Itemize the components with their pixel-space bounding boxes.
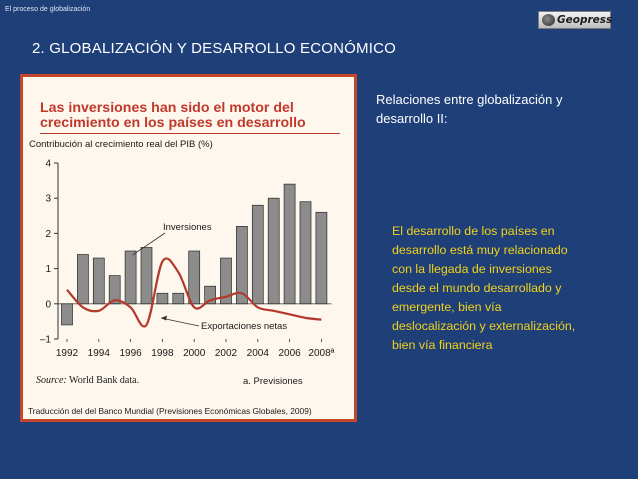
bar-inversiones: [140, 247, 153, 305]
bar-inversiones: [156, 292, 169, 305]
bar-inversiones: [92, 257, 105, 305]
side-body-text: El desarrollo de los países en desarroll…: [392, 224, 576, 352]
figure-note: a. Previsiones: [243, 376, 303, 387]
bar-inversiones: [267, 197, 280, 305]
bar-inversiones: [124, 250, 137, 305]
y-tick-label: 0: [45, 299, 51, 310]
y-axis-label: Contribución al crecimiento real del PIB…: [29, 139, 213, 150]
y-tick-label: 3: [45, 194, 51, 205]
bar-inversiones: [61, 303, 73, 326]
x-tick-label: 2002: [215, 348, 238, 359]
y-tick-label: –1: [40, 335, 52, 346]
annotation-inversiones-leader: [132, 232, 166, 256]
bar-inversiones: [236, 226, 248, 305]
x-tick-label: 2004: [247, 348, 270, 359]
top-bar: El proceso de globalización: [0, 0, 638, 18]
y-tick-label: 2: [45, 229, 51, 240]
bar-inversiones: [251, 204, 264, 305]
geopress-logo[interactable]: Geopress: [538, 11, 613, 29]
bar-inversiones: [204, 285, 216, 305]
annotation-exportaciones-leader: [160, 317, 200, 327]
x-tick-label: 1992: [56, 348, 79, 359]
title-rule: [40, 133, 340, 134]
y-tick-label: 4: [45, 159, 51, 170]
gdp-contribution-chart: –1 0 1 2 3 4 1992 1994 1996 1998 2000 2002 2004 2006 2…: [40, 159, 335, 360]
figure-title-line1: Las inversiones han sido el motor del: [40, 100, 294, 116]
bar-inversiones: [172, 292, 185, 305]
breadcrumb: El proceso de globalización: [5, 6, 91, 13]
x-tick-label: 1994: [88, 348, 111, 359]
annotation-inversiones: Inversiones: [163, 222, 212, 233]
annotation-arrowhead: [161, 315, 167, 321]
chart-figure: Las inversiones han sido el motor del cr…: [20, 74, 357, 422]
x-tick-label: 1998: [151, 348, 174, 359]
figure-source: Source: World Bank data.: [36, 375, 139, 386]
bar-inversiones: [220, 257, 232, 305]
figure-credit: Traducción del del Banco Mundial (Previs…: [28, 406, 312, 416]
line-exportaciones-netas: [66, 257, 322, 328]
y-tick-label: 1: [45, 264, 51, 275]
source-label: Source:: [36, 375, 67, 386]
x-tick-label: 1996: [119, 348, 142, 359]
figure-title-line2: crecimiento en los países en desarrollo: [40, 115, 306, 131]
bar-inversiones: [108, 275, 121, 305]
x-tick-label: 2008ª: [308, 348, 334, 359]
x-tick-label: 2006: [278, 348, 301, 359]
source-text: World Bank data.: [66, 375, 140, 386]
bar-inversiones: [77, 254, 89, 305]
x-tick-label: 2000: [183, 348, 206, 359]
annotation-exportaciones-netas: Exportaciones netas: [201, 321, 287, 332]
bar-inversiones: [299, 201, 312, 305]
side-heading: Relaciones entre globalización y desarro…: [376, 92, 563, 126]
bar-inversiones: [188, 250, 201, 305]
figure-title: Las inversiones han sido el motor del cr…: [40, 101, 340, 131]
bar-inversiones: [315, 211, 328, 305]
slide-title: 2. GLOBALIZACIÓN Y DESARROLLO ECONÓMICO: [32, 40, 397, 57]
bar-inversiones: [283, 183, 296, 305]
logo-text: Geopress: [557, 14, 613, 26]
globe-icon: [542, 14, 555, 26]
